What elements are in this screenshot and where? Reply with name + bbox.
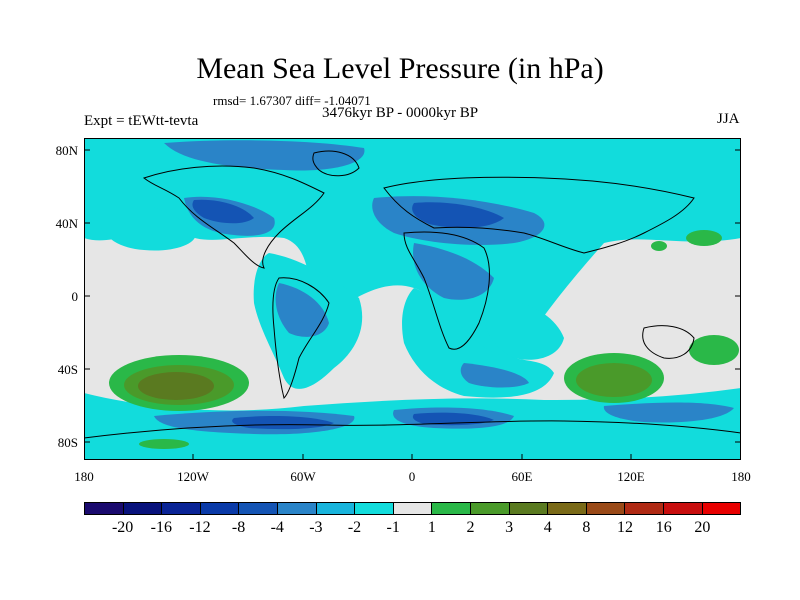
colorbar-label: -4 <box>270 519 284 536</box>
colorbar-swatch <box>432 503 471 514</box>
map-ticks <box>84 149 741 460</box>
colorbar-label: -2 <box>347 519 362 536</box>
green-high-australia <box>689 335 739 365</box>
statistics-text: rmsd= 1.67307 diff= -1.04071 <box>213 93 371 108</box>
experiment-label: Expt = tEWtt-tevta <box>84 113 199 129</box>
colorbar-swatch <box>548 503 587 514</box>
colorbar-label: 16 <box>655 519 672 536</box>
colorbar-label: 12 <box>617 519 634 536</box>
coast-greenland <box>312 150 360 177</box>
coast-africa <box>403 231 490 350</box>
lon-label-120w: 120W <box>177 469 209 484</box>
colorbar-label: -20 <box>111 519 134 536</box>
lat-label-80s: 80S <box>57 435 78 450</box>
colorbar-swatch <box>316 503 356 514</box>
green-high-north-pacific <box>686 230 722 246</box>
darkgreen-high-indian <box>576 363 652 397</box>
green-high-west-pacific <box>651 241 667 251</box>
coast-europe-asia <box>383 176 695 254</box>
colorbar-swatch <box>277 503 317 514</box>
lon-label-60w: 60W <box>290 469 316 484</box>
cyan-region-south-atlantic <box>402 288 554 398</box>
colorbar <box>84 502 741 515</box>
colorbar-swatch <box>200 503 240 514</box>
lon-label-180w: 180 <box>74 469 94 484</box>
colorbar-swatch <box>393 503 433 514</box>
season-label: JJA <box>717 111 740 127</box>
colorbar-label: -8 <box>231 519 246 536</box>
colorbar-swatch <box>355 503 394 514</box>
blue-region-antarctic-pacific <box>603 402 734 423</box>
map-title: Mean Sea Level Pressure (in hPa) <box>196 52 604 85</box>
colorbar-label: 1 <box>427 519 436 536</box>
coast-antarctica <box>84 420 741 439</box>
colorbar-label: 8 <box>582 519 591 536</box>
colorbar-swatch <box>162 503 201 514</box>
blue-region-south-america <box>275 283 329 337</box>
colorbar-swatch <box>663 503 703 514</box>
colorbar-label: 4 <box>543 519 552 536</box>
darkblue-core-antarctic <box>232 415 334 430</box>
pressure-map <box>84 138 741 460</box>
coast-south-america <box>272 277 330 399</box>
cyan-region-north <box>84 138 741 373</box>
coast-north-america <box>142 165 325 269</box>
lon-label-0: 0 <box>408 469 416 484</box>
coastlines <box>84 150 741 439</box>
colorbar-label: -1 <box>386 519 400 536</box>
green-high-southern-pacific <box>139 439 189 449</box>
period-text: 3476kyr BP - 0000kyr BP <box>322 105 479 121</box>
lon-label-60e: 60E <box>511 469 533 484</box>
colorbar-label: -3 <box>309 519 323 536</box>
lat-label-40n: 40N <box>55 216 78 231</box>
colorbar-swatch <box>85 503 124 514</box>
lat-label-0: 0 <box>71 289 79 304</box>
blue-region-indian-south <box>460 363 529 388</box>
colorbar-swatch <box>625 503 664 514</box>
lat-label-80n: 80N <box>55 143 78 158</box>
lat-label-40s: 40S <box>57 362 78 377</box>
coast-australia <box>642 325 695 359</box>
colorbar-label: -12 <box>189 519 211 536</box>
darkblue-core-north-atlantic <box>192 199 254 224</box>
cyan-region-indian-ocean <box>483 298 564 360</box>
colorbar-label: 20 <box>694 519 711 536</box>
colorbar-swatch <box>470 503 510 514</box>
olive-core-south-pacific <box>138 372 214 400</box>
cyan-region-pacific-west <box>94 197 196 251</box>
colorbar-swatch <box>509 503 549 514</box>
blue-region-africa <box>413 243 494 300</box>
lon-label-120e: 120E <box>617 469 645 484</box>
colorbar-label: 2 <box>466 519 475 536</box>
darkblue-core-eurasia <box>412 202 504 228</box>
lon-label-180e: 180 <box>731 469 751 484</box>
colorbar-swatch <box>123 503 163 514</box>
colorbar-swatch <box>702 503 741 514</box>
colorbar-swatch <box>586 503 626 514</box>
colorbar-swatch <box>239 503 278 514</box>
colorbar-label: 3 <box>505 519 514 536</box>
colorbar-label: -16 <box>150 519 172 536</box>
